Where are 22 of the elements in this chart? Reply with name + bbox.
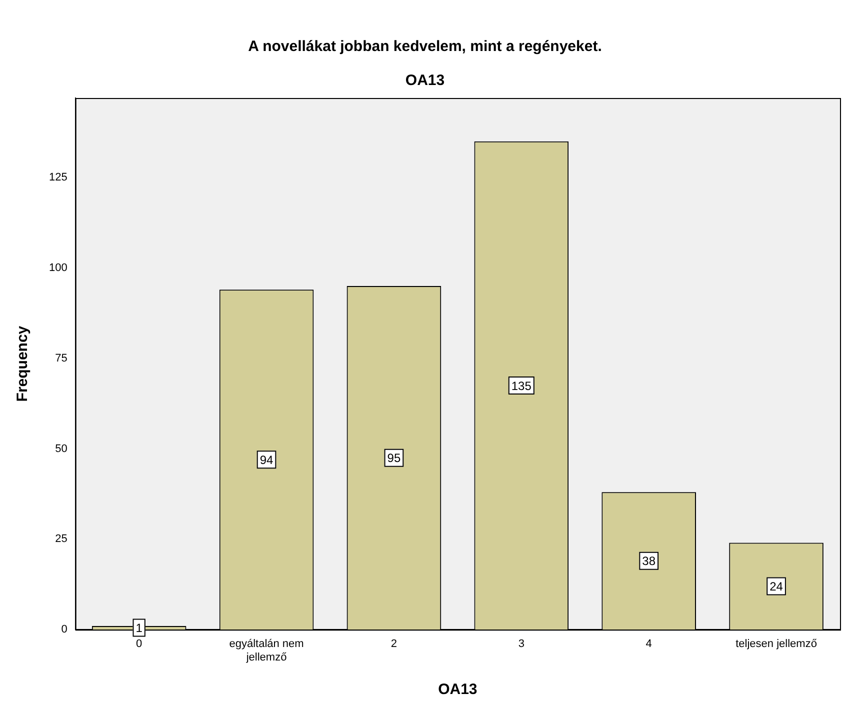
x-tick-label: 2 — [390, 638, 398, 650]
data-label: 95 — [387, 451, 401, 466]
data-label: 24 — [770, 580, 784, 594]
data-label: 135 — [511, 378, 532, 393]
y-axis-title: Frequency — [14, 325, 32, 402]
chart-title: A novellákat jobban kedvelem, mint a regényeket. — [248, 38, 602, 56]
y-tick-label: 125 — [48, 172, 68, 184]
data-label: 1 — [136, 621, 143, 636]
x-axis-title: OA13 — [438, 681, 478, 698]
x-tick-label: egyáltalán nem jellemző — [229, 638, 304, 664]
x-tick-label: 4 — [646, 638, 652, 650]
data-label: 38 — [642, 554, 656, 568]
data-label: 94 — [260, 452, 274, 467]
y-tick-label: 25 — [55, 533, 68, 546]
y-tick-label: 0 — [61, 624, 68, 636]
y-tick-label: 75 — [55, 352, 68, 364]
chart-subtitle: OA13 — [405, 72, 445, 90]
y-tick-label: 100 — [48, 262, 68, 274]
x-tick-label: teljesen jellemző — [736, 638, 817, 650]
x-tick-label: 0 — [136, 638, 142, 650]
x-tick-label: 3 — [518, 638, 524, 650]
y-tick-label: 50 — [55, 442, 68, 455]
